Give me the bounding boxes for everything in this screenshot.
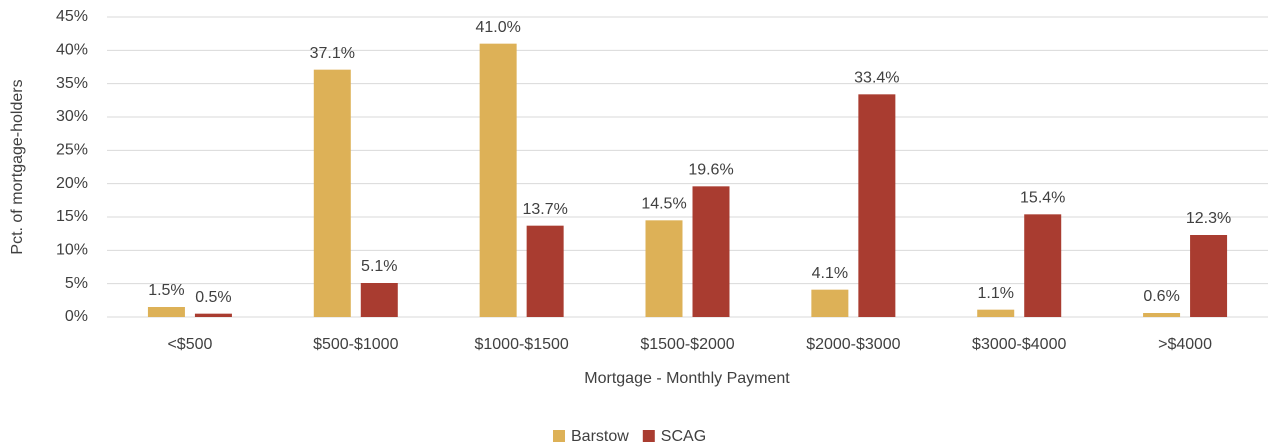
y-tick-label: 5%	[65, 275, 88, 292]
legend-swatch	[553, 430, 565, 442]
bar	[147, 307, 185, 317]
y-tick-label: 0%	[65, 308, 88, 325]
data-label: 19.6%	[688, 162, 733, 179]
data-label: 41.0%	[475, 19, 520, 36]
y-axis-title: Pct. of mortgage-holders	[9, 79, 26, 254]
bar	[360, 283, 398, 317]
x-tick-label: $3000-$4000	[972, 336, 1066, 353]
bar	[194, 313, 232, 317]
data-label: 4.1%	[812, 265, 848, 282]
y-tick-label: 10%	[56, 242, 88, 259]
data-label: 0.5%	[195, 289, 231, 306]
data-label: 14.5%	[641, 196, 686, 213]
data-label: 13.7%	[522, 201, 567, 218]
bar	[479, 43, 517, 318]
data-label: 37.1%	[310, 45, 355, 62]
bar	[858, 94, 896, 317]
data-label: 0.6%	[1143, 288, 1179, 305]
y-tick-label: 35%	[56, 75, 88, 92]
bar	[1190, 235, 1228, 317]
y-tick-label: 30%	[56, 108, 88, 125]
x-tick-label: >$4000	[1158, 336, 1212, 353]
bar	[977, 309, 1015, 317]
y-tick-label: 45%	[56, 8, 88, 25]
y-tick-label: 15%	[56, 208, 88, 225]
data-label: 15.4%	[1020, 190, 1065, 207]
x-tick-label: $2000-$3000	[806, 336, 900, 353]
data-label: 12.3%	[1186, 210, 1231, 227]
bar	[692, 186, 730, 317]
bar	[645, 220, 683, 317]
bar	[1143, 313, 1181, 317]
y-tick-label: 20%	[56, 175, 88, 192]
data-label: 1.5%	[148, 282, 184, 299]
bar	[313, 69, 351, 318]
x-tick-label: $500-$1000	[313, 336, 399, 353]
legend-label: Barstow	[571, 428, 629, 445]
legend-swatch	[642, 430, 655, 442]
data-label: 33.4%	[854, 70, 899, 87]
x-tick-label: $1000-$1500	[474, 336, 568, 353]
bar	[526, 225, 564, 317]
bar	[1024, 214, 1062, 317]
y-tick-label: 40%	[56, 42, 88, 59]
x-axis-title: Mortgage - Monthly Payment	[584, 370, 790, 387]
bar	[811, 289, 849, 317]
data-label: 5.1%	[361, 258, 397, 275]
y-tick-label: 25%	[56, 142, 88, 159]
x-tick-label: $1500-$2000	[640, 336, 734, 353]
legend-label: SCAG	[661, 428, 706, 445]
x-tick-label: <$500	[167, 336, 212, 353]
data-label: 1.1%	[977, 285, 1013, 302]
